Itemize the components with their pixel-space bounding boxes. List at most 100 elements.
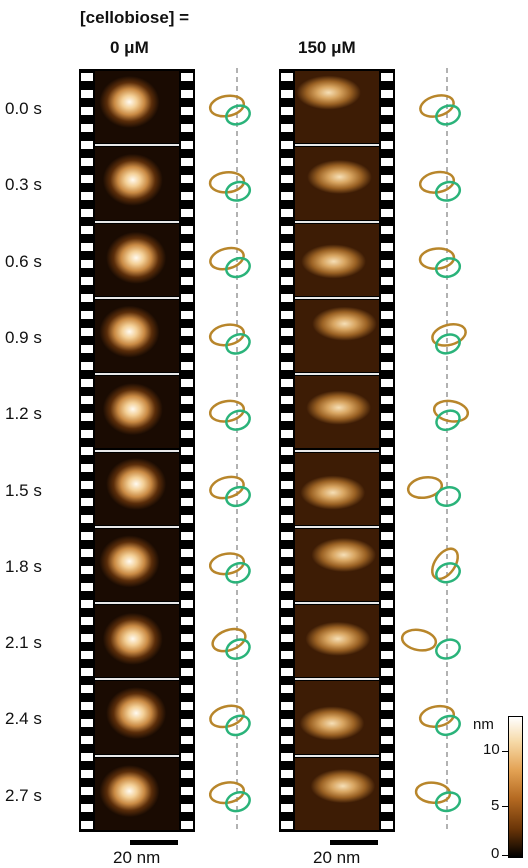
afm-frame [295,223,379,296]
film-hole [381,124,393,132]
film-hole [81,753,93,761]
film-hole [181,583,193,591]
film-hole [381,685,393,693]
torso-ellipse [208,552,246,576]
afm-frame [95,223,179,296]
frame-divider [295,602,379,605]
frame-divider [295,144,379,147]
film-hole [381,634,393,642]
film-hole [381,515,393,523]
film-hole [181,294,193,302]
film-perforation-left [81,69,93,832]
film-hole [281,498,293,506]
film-hole [281,294,293,302]
film-hole [281,243,293,251]
film-hole [81,158,93,166]
torso-ellipse [208,781,246,805]
orientation-schematic-150uM [400,68,470,830]
torso-ellipse [418,170,456,194]
orientation-glyph [208,399,251,431]
film-hole [81,566,93,574]
film-hole [81,634,93,642]
film-hole [381,753,393,761]
time-label: 0.0 s [5,99,42,118]
colorbar-unit-label: nm [473,716,494,733]
orientation-glyph [208,781,251,813]
film-hole [181,192,193,200]
afm-frame [295,605,379,678]
film-hole [81,498,93,506]
film-hole [81,379,93,387]
film-hole [281,90,293,98]
film-hole [281,175,293,183]
film-perforation-right [381,69,393,832]
film-hole [381,107,393,115]
film-hole [81,600,93,608]
film-hole [181,311,193,319]
film-hole [81,73,93,81]
film-hole [281,447,293,455]
film-hole [181,90,193,98]
frame-divider [295,678,379,681]
frame-divider [295,373,379,376]
frame-divider [95,525,179,528]
film-hole [181,260,193,268]
film-hole [381,804,393,812]
film-hole [81,311,93,319]
film-hole [181,736,193,744]
film-hole [81,345,93,353]
film-hole [81,702,93,710]
film-hole [281,634,293,642]
frame-divider [295,449,379,452]
orientation-glyph [418,247,462,279]
film-hole [381,447,393,455]
film-hole [281,804,293,812]
film-hole [381,702,393,710]
film-hole [381,396,393,404]
film-hole [381,192,393,200]
film-hole [381,294,393,302]
film-hole [381,736,393,744]
scale-bar-label-right: 20 nm [313,848,361,867]
film-hole [81,328,93,336]
film-hole [281,379,293,387]
film-hole [181,396,193,404]
film-hole [181,226,193,234]
film-hole [181,481,193,489]
afm-frame [295,71,379,144]
film-hole [181,685,193,693]
film-hole [181,719,193,727]
cellobiose-header: [cellobiose] = [80,8,190,27]
film-hole [381,328,393,336]
film-hole [181,634,193,642]
film-hole [181,668,193,676]
film-hole [81,124,93,132]
frame-divider [95,144,179,147]
film-hole [181,328,193,336]
head-ellipse [225,791,251,813]
afm-frame [95,528,179,602]
scale-bar-left [130,840,178,845]
film-hole [381,413,393,421]
film-hole [381,532,393,540]
film-hole [281,566,293,574]
orientation-glyph [418,170,462,202]
film-hole [81,481,93,489]
film-hole [381,345,393,353]
film-hole [181,124,193,132]
afm-frame [95,757,179,830]
afm-frame [295,299,379,373]
film-hole [381,175,393,183]
time-label: 2.7 s [5,785,42,805]
film-hole [181,430,193,438]
afm-frame [95,681,179,754]
torso-ellipse [406,475,444,500]
film-hole [281,124,293,132]
film-hole [381,243,393,251]
orientation-glyph [431,547,461,584]
afm-frame [95,299,179,373]
film-hole [381,770,393,778]
time-label: 2.1 s [5,633,42,653]
film-hole [381,498,393,506]
head-ellipse [225,485,251,508]
